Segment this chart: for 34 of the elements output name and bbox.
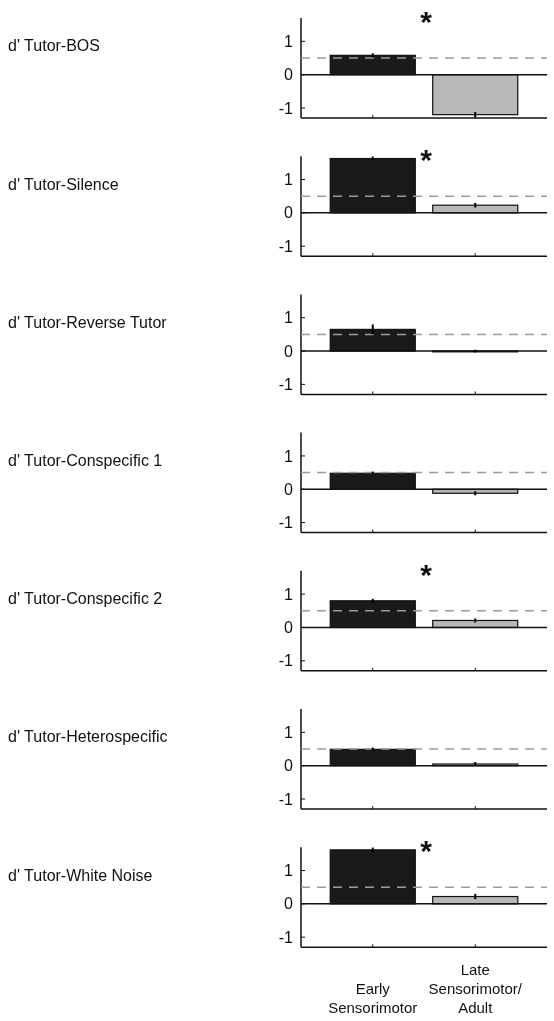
y-tick-label: -1 [278, 652, 294, 670]
y-axis-title: d' Tutor-BOS [8, 37, 100, 55]
annotation: * [420, 5, 433, 38]
y-tick-label: -1 [278, 237, 294, 255]
x-tick-label: Late Sensorimotor/Adult [428, 961, 523, 1017]
y-axis-title: d' Tutor-Heterospecific [8, 728, 168, 746]
y-tick-label: 1 [284, 723, 294, 741]
annotation: * [420, 143, 433, 177]
annotation: * [420, 557, 433, 591]
y-tick-label: 0 [284, 342, 294, 360]
y-axis-title: d' Tutor-Conspecific 2 [8, 590, 163, 608]
y-tick-label: 1 [284, 585, 294, 603]
y-tick-label: 1 [284, 447, 294, 465]
y-axis-title: d' Tutor-Conspecific 1 [8, 451, 163, 469]
annotation: * [420, 834, 433, 868]
y-tick-label: 0 [284, 480, 294, 498]
y-tick-label: 1 [284, 171, 294, 189]
y-axis-title: d' Tutor-Silence [8, 175, 119, 193]
y-tick-label: 0 [284, 757, 294, 775]
y-axis-title: d' Tutor-Reverse Tutor [8, 313, 168, 331]
y-tick-label: -1 [278, 376, 294, 393]
y-tick-label: 0 [284, 204, 294, 222]
y-tick-label: 1 [284, 862, 294, 880]
y-tick-label: 1 [284, 309, 294, 327]
y-tick-label: 1 [284, 32, 294, 50]
y-tick-label: -1 [278, 790, 294, 808]
y-tick-label: -1 [278, 514, 294, 532]
y-tick-label: 0 [284, 66, 294, 84]
x-tick-label: Early Sensorimotor [328, 980, 418, 1017]
y-tick-label: -1 [278, 99, 294, 117]
y-tick-label: -1 [278, 928, 294, 946]
y-tick-label: 0 [284, 619, 294, 637]
y-axis-title: d' Tutor-White Noise [8, 866, 153, 884]
y-tick-label: 0 [284, 895, 294, 913]
